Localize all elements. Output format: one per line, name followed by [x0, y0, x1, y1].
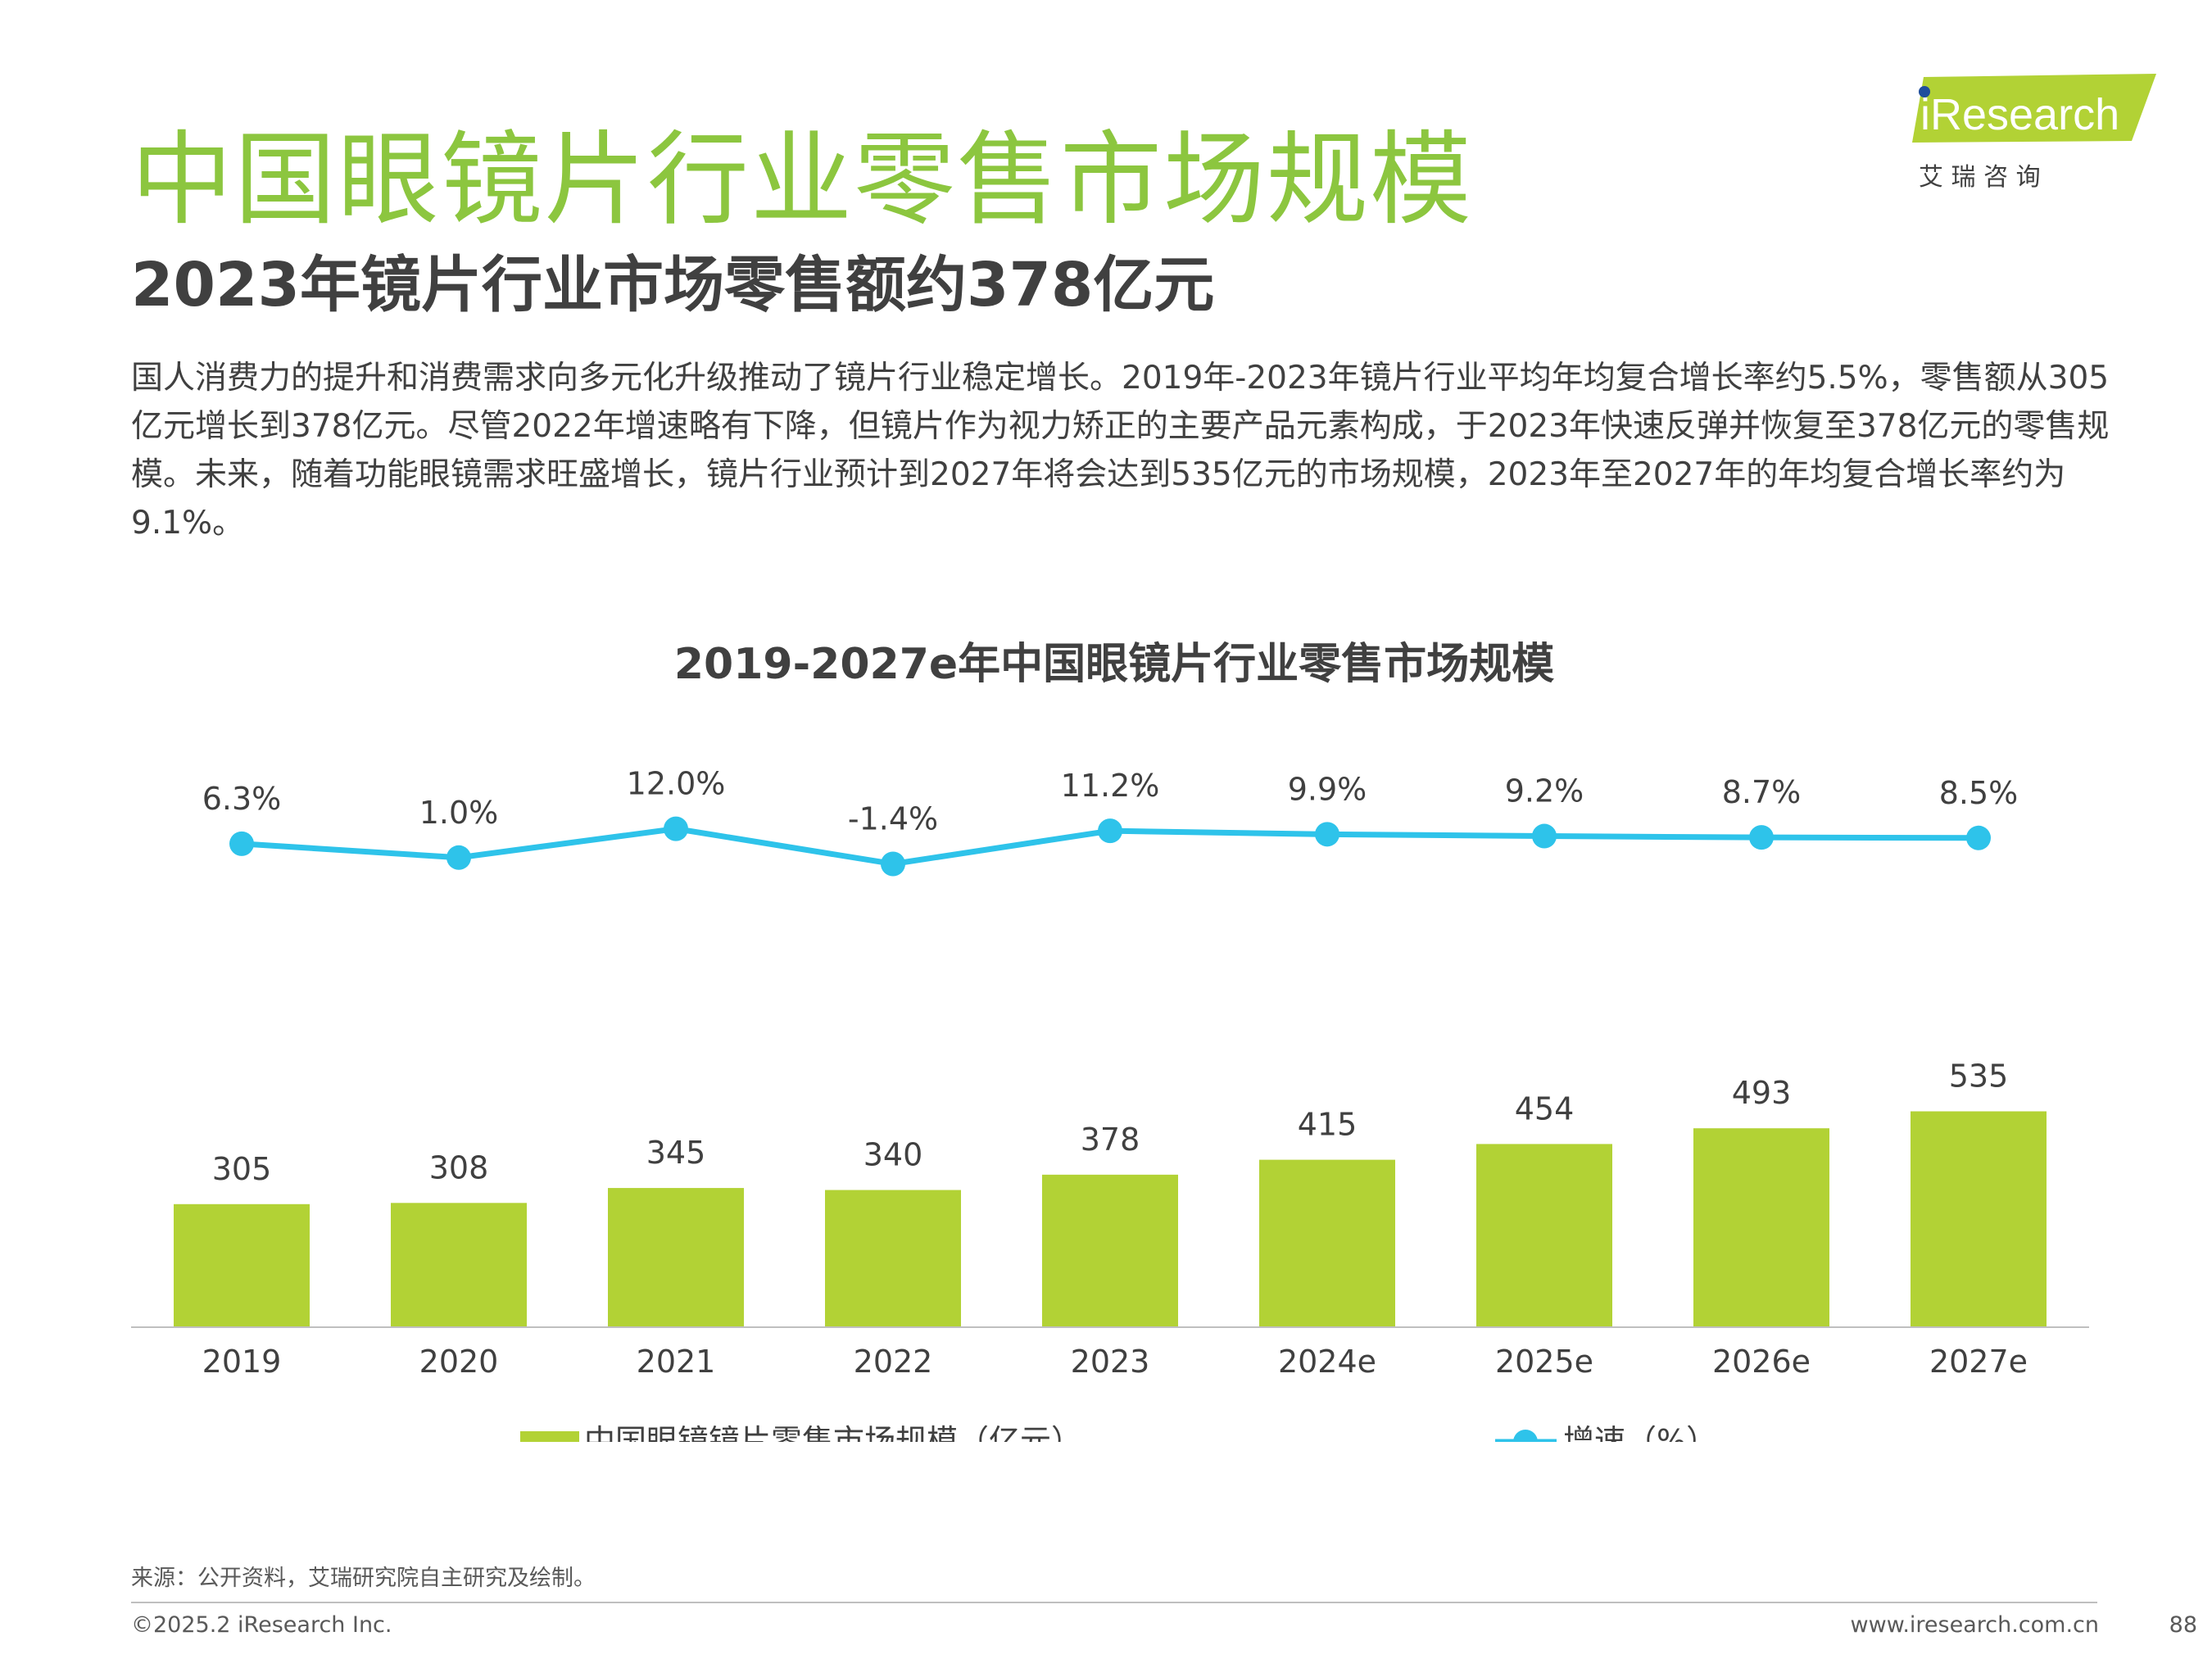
growth-value-label: 9.2% — [1505, 773, 1584, 809]
x-tick-label: 2025e — [1495, 1344, 1593, 1380]
bar — [825, 1190, 961, 1327]
x-axis-tick-labels: 2019 2020 2021 2022 2023 2024e 2025e 2026e 2027e — [202, 1344, 2028, 1380]
growth-point — [1532, 823, 1557, 849]
bar-value-labels: 305 308 345 340 378 415 454 493 535 — [212, 1058, 2009, 1187]
market-size-chart: 2019-2027e年中国眼镜片行业零售市场规模 305 308 345 340 378… — [131, 640, 2089, 1442]
logo-brand-text: iResearch — [1920, 90, 2119, 139]
logo-dot-icon — [1919, 86, 1930, 97]
bar — [391, 1203, 527, 1327]
iresearch-logo: iResearch 艾 瑞 咨 询 — [1912, 74, 2156, 192]
legend-line-marker — [1513, 1430, 1538, 1442]
x-tick-label: 2019 — [202, 1344, 282, 1380]
growth-value-label: 12.0% — [627, 766, 726, 802]
legend-bar-swatch — [520, 1431, 579, 1442]
summary-paragraph: 国人消费力的提升和消费需求向多元化升级推动了镜片行业稳定增长。2019年-202… — [131, 360, 2110, 542]
growth-point — [1315, 822, 1339, 847]
bar-value-label: 308 — [429, 1149, 489, 1185]
legend-bar-label: 中国眼镜镜片零售市场规模（亿元） — [584, 1423, 1082, 1442]
growth-value-label: 9.9% — [1288, 771, 1367, 807]
page-subtitle: 2023年镜片行业市场零售额约378亿元 — [131, 250, 1215, 320]
bar — [1911, 1111, 2047, 1327]
bar-value-label: 340 — [863, 1137, 923, 1173]
x-tick-label: 2026e — [1712, 1344, 1811, 1380]
bar-value-label: 493 — [1732, 1075, 1792, 1111]
logo-banner-shape — [1912, 74, 2156, 143]
growth-point — [664, 816, 688, 841]
bar — [1259, 1159, 1395, 1327]
growth-point — [1966, 825, 1991, 850]
bar-series — [174, 1111, 2047, 1327]
bar-value-label: 454 — [1515, 1090, 1575, 1126]
page-title: 中国眼镜片行业零售市场规模 — [131, 121, 1474, 239]
growth-point — [1749, 825, 1774, 850]
bar-value-label: 305 — [212, 1151, 272, 1187]
growth-point — [229, 831, 254, 856]
x-tick-label: 2020 — [419, 1344, 499, 1380]
bar — [1042, 1174, 1178, 1327]
bar-value-label: 345 — [646, 1135, 706, 1171]
growth-value-labels: 6.3% 1.0% 12.0% -1.4% 11.2% 9.9% 9.2% 8.7% 8.5% — [202, 766, 2019, 837]
bar-value-label: 378 — [1081, 1122, 1140, 1158]
bar-value-label: 415 — [1298, 1107, 1358, 1143]
footer-divider — [131, 1602, 2097, 1603]
source-note: 来源：公开资料，艾瑞研究院自主研究及绘制。 — [131, 1566, 596, 1591]
legend-line-label: 增速（%） — [1563, 1423, 1717, 1442]
growth-value-label: 8.5% — [1939, 775, 2019, 811]
growth-value-label: 1.0% — [419, 795, 499, 831]
logo-cn-text: 艾 瑞 咨 询 — [1919, 163, 2041, 192]
x-tick-label: 2022 — [854, 1344, 933, 1380]
website-link[interactable]: www.iresearch.com.cn — [1850, 1612, 2099, 1638]
growth-point — [1098, 818, 1122, 844]
bar — [1476, 1144, 1612, 1327]
growth-line-series — [229, 816, 1991, 877]
chart-legend: 中国眼镜镜片零售市场规模（亿元） 增速（%） — [520, 1423, 1717, 1442]
bar-value-label: 535 — [1949, 1058, 2009, 1095]
growth-point — [881, 851, 905, 877]
growth-value-label: 8.7% — [1722, 774, 1802, 810]
bar — [1693, 1128, 1829, 1327]
chart-title: 2019-2027e年中国眼镜片行业零售市场规模 — [674, 640, 1554, 689]
x-tick-label: 2021 — [637, 1344, 716, 1380]
x-tick-label: 2024e — [1278, 1344, 1376, 1380]
growth-point — [446, 845, 471, 870]
growth-value-label: 11.2% — [1061, 768, 1160, 804]
bar — [608, 1188, 744, 1327]
x-tick-label: 2027e — [1929, 1344, 2028, 1380]
growth-value-label: 6.3% — [202, 781, 282, 817]
copyright-text: ©2025.2 iResearch Inc. — [131, 1612, 392, 1638]
growth-value-label: -1.4% — [848, 800, 938, 836]
page-number: 88 — [2169, 1612, 2197, 1638]
x-tick-label: 2023 — [1071, 1344, 1150, 1380]
bar — [174, 1203, 310, 1327]
